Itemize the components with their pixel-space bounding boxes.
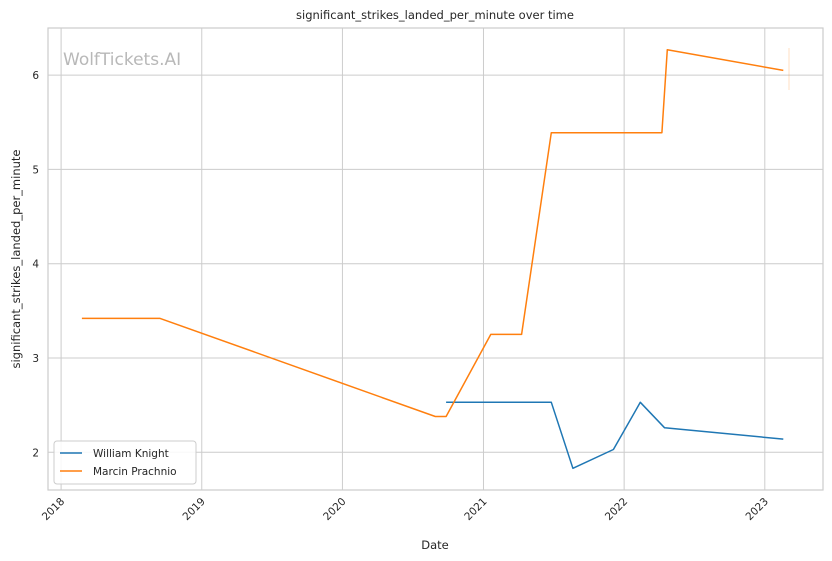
plot-frame <box>47 27 824 491</box>
legend-box <box>53 440 197 485</box>
series-line-marcin-prachnio <box>81 48 784 418</box>
y-tick-label: 2 <box>32 447 39 459</box>
y-axis-label: significant_strikes_landed_per_minute <box>9 150 23 369</box>
legend-label-marcin-prachnio: Marcin Prachnio <box>93 466 177 478</box>
y-tick-label: 5 <box>32 164 39 176</box>
x-axis-label: Date <box>421 538 449 552</box>
series-line-william-knight <box>446 401 784 470</box>
legend: William Knight Marcin Prachnio <box>53 440 197 485</box>
chart-title: significant_strikes_landed_per_minute ov… <box>296 8 574 22</box>
y-tick-label: 3 <box>32 353 39 365</box>
watermark: WolfTickets.AI <box>63 50 181 70</box>
legend-label-william-knight: William Knight <box>93 448 169 460</box>
grid <box>48 28 823 490</box>
y-tick-label: 4 <box>32 259 39 271</box>
series-lines <box>81 48 784 470</box>
y-tick-label: 6 <box>32 70 39 82</box>
